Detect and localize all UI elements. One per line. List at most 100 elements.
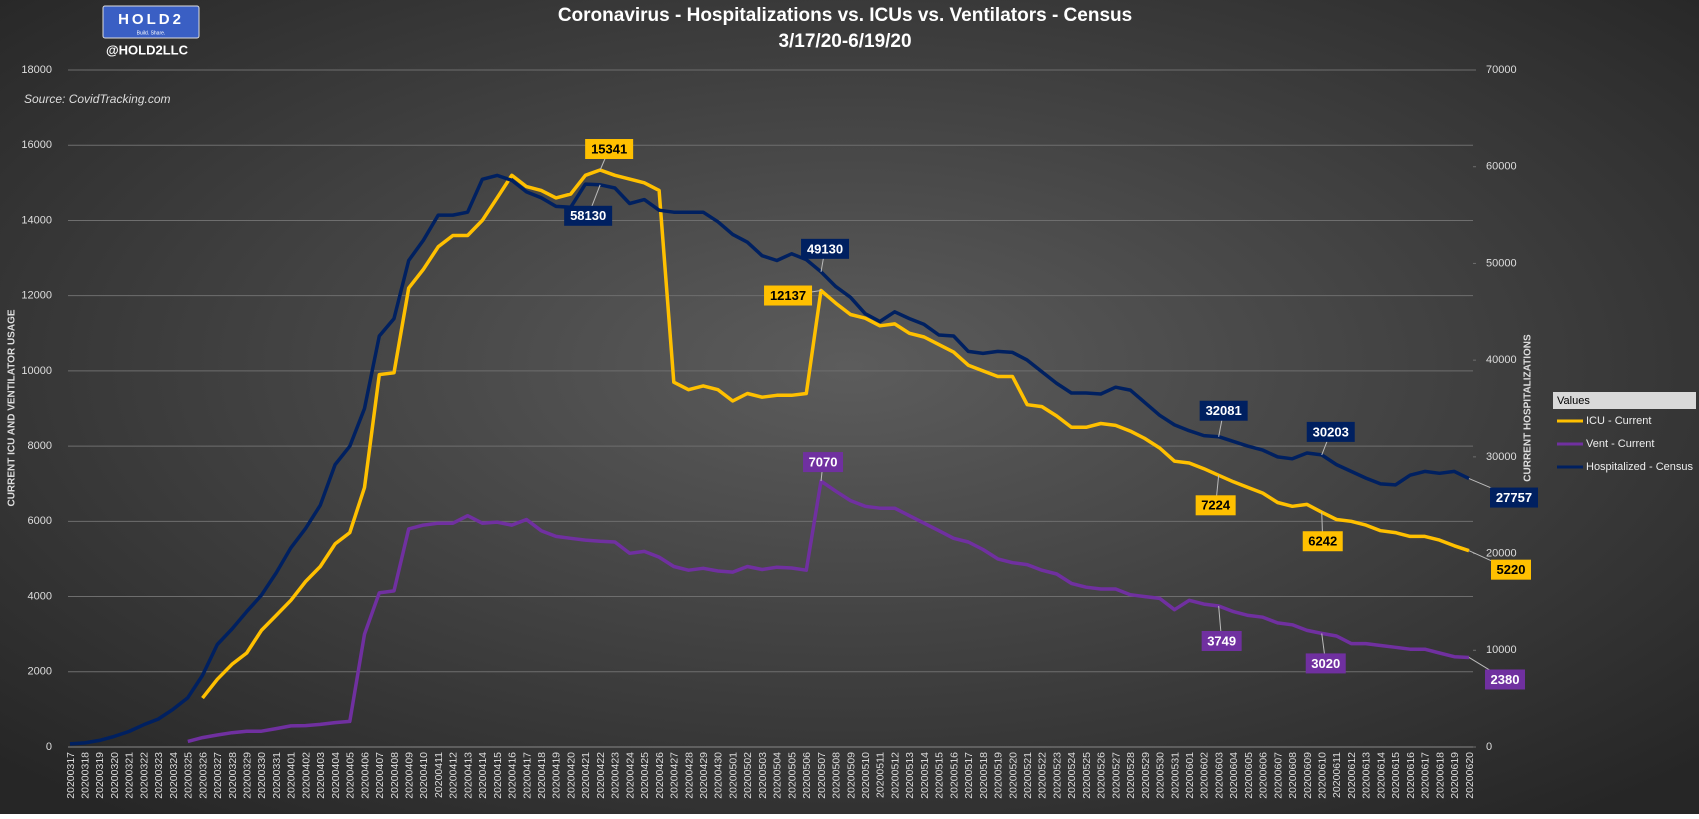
x-tick-label: 20200607 [1272, 752, 1284, 799]
data-label: 27757 [1496, 490, 1532, 505]
y-tick-label: 16000 [21, 139, 52, 151]
x-tick-label: 20200613 [1361, 752, 1373, 799]
y-tick-label: 4000 [28, 590, 52, 602]
x-tick-label: 20200604 [1228, 752, 1240, 799]
y-tick-label: 8000 [28, 440, 52, 452]
data-label-box [1490, 487, 1538, 508]
x-tick-label: 20200326 [197, 752, 209, 799]
x-tick-label: 20200331 [271, 752, 283, 799]
x-tick-label: 20200328 [227, 752, 239, 799]
logo-tagline: Build. Share. [137, 30, 166, 36]
x-tick-label: 20200611 [1331, 752, 1343, 798]
x-tick-label: 20200520 [1007, 752, 1019, 799]
x-tick-label: 20200405 [345, 752, 357, 799]
x-tick-label: 20200509 [845, 752, 857, 799]
x-tick-label: 20200415 [492, 752, 504, 799]
logo-box [102, 5, 200, 39]
x-tick-label: 20200515 [934, 752, 946, 799]
x-tick-label: 20200323 [153, 752, 165, 799]
data-label-box [801, 238, 850, 259]
y-tick-label: 12000 [21, 290, 52, 302]
legend-label: ICU - Current [1586, 415, 1651, 427]
chart-subtitle: 3/17/20-6/19/20 [778, 31, 911, 52]
x-tick-label: 20200503 [757, 752, 769, 799]
x-tick-label: 20200424 [624, 752, 636, 799]
x-tick-label: 20200421 [580, 752, 592, 799]
data-label-box [1485, 669, 1525, 690]
data-label-box [803, 452, 844, 473]
x-tick-label: 20200408 [389, 752, 401, 799]
x-tick-label: 20200531 [1169, 752, 1181, 799]
y-tick-label: 10000 [21, 365, 52, 377]
x-tick-label: 20200606 [1258, 752, 1270, 799]
y-tick-label: 14000 [21, 214, 52, 226]
x-tick-label: 20200530 [1155, 752, 1167, 799]
data-label-box [1199, 400, 1248, 421]
y-tick-label: 2000 [28, 666, 52, 678]
x-tick-label: 20200401 [286, 752, 298, 799]
data-label: 58130 [570, 208, 606, 223]
y-tick-label: 6000 [28, 515, 52, 527]
x-tick-label: 20200501 [727, 752, 739, 799]
x-tick-label: 20200404 [330, 752, 342, 799]
x-tick-label: 20200617 [1420, 752, 1432, 799]
x-tick-label: 20200504 [772, 752, 784, 799]
x-tick-label: 20200414 [477, 752, 489, 799]
x-tick-label: 20200318 [80, 752, 92, 799]
x-tick-label: 20200429 [698, 752, 710, 799]
data-label: 2380 [1491, 672, 1520, 687]
data-label-box [1195, 495, 1236, 516]
x-tick-label: 20200407 [374, 752, 386, 799]
y-tick-label: 18000 [21, 64, 52, 76]
x-tick-label: 20200428 [683, 752, 695, 799]
x-tick-label: 20200519 [993, 752, 1005, 799]
x-tick-label: 20200514 [919, 752, 931, 799]
x-tick-label: 20200506 [801, 752, 813, 799]
data-label: 49130 [807, 241, 843, 256]
x-tick-label: 20200511 [875, 752, 887, 798]
x-tick-label: 20200612 [1346, 752, 1358, 799]
x-tick-label: 20200406 [359, 752, 371, 799]
x-tick-label: 20200329 [241, 752, 253, 799]
data-label: 15341 [591, 141, 627, 156]
x-tick-label: 20200512 [889, 752, 901, 799]
y2-tick-label: 0 [1486, 741, 1492, 753]
x-tick-label: 20200610 [1317, 752, 1329, 799]
x-tick-label: 20200413 [462, 752, 474, 799]
y-axis-label: CURRENT ICU AND VENTILATOR USAGE [7, 309, 18, 506]
x-tick-label: 20200319 [94, 752, 106, 799]
x-tick-label: 20200427 [669, 752, 681, 799]
legend-title-box [1553, 392, 1696, 409]
x-tick-label: 20200518 [978, 752, 990, 799]
x-tick-label: 20200527 [1110, 752, 1122, 799]
data-label-box [1491, 559, 1531, 580]
chart-title: Coronavirus - Hospitalizations vs. ICUs … [558, 5, 1132, 26]
x-tick-label: 20200517 [963, 752, 975, 799]
x-tick-label: 20200510 [860, 752, 872, 799]
x-tick-label: 20200330 [256, 752, 268, 799]
x-tick-label: 20200619 [1449, 752, 1461, 799]
x-tick-label: 20200423 [610, 752, 622, 799]
x-tick-label: 20200418 [536, 752, 548, 799]
x-tick-label: 20200601 [1184, 752, 1196, 799]
legend-label: Hospitalized - Census [1586, 461, 1693, 473]
x-tick-label: 20200403 [315, 752, 327, 799]
x-tick-label: 20200608 [1287, 752, 1299, 799]
x-tick-label: 20200322 [138, 752, 150, 799]
y2-axis-label: CURRENT HOSPITALIZATIONS [1523, 334, 1534, 482]
x-tick-label: 20200416 [507, 752, 519, 799]
x-tick-label: 20200327 [212, 752, 224, 799]
x-tick-label: 20200521 [1022, 752, 1034, 799]
x-tick-label: 20200614 [1375, 752, 1387, 799]
x-tick-label: 20200529 [1140, 752, 1152, 799]
y2-tick-label: 60000 [1486, 161, 1517, 173]
x-tick-label: 20200417 [521, 752, 533, 799]
handle: @HOLD2LLC [106, 42, 189, 57]
x-tick-label: 20200411 [433, 752, 445, 798]
x-tick-label: 20200620 [1464, 752, 1476, 799]
x-tick-label: 20200317 [65, 752, 77, 799]
x-tick-label: 20200502 [742, 752, 754, 799]
x-tick-label: 20200602 [1199, 752, 1211, 799]
